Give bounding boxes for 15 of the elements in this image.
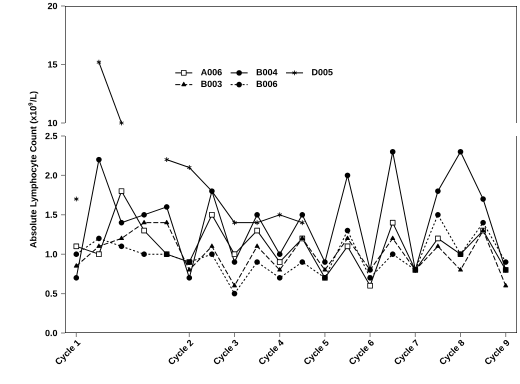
legend-label: D005: [312, 68, 333, 76]
legend-label: B006: [256, 80, 278, 88]
y-tick-label: 10: [48, 120, 58, 126]
y-tick-label: 15: [48, 61, 58, 68]
y-axis-title: Absolute Lymphocyte Count (x10$^{9}$/L): [28, 91, 38, 248]
y-tick-label: 0.5: [45, 290, 58, 297]
y-tick-label: 20: [48, 2, 58, 10]
y-tick-label: 2.0: [45, 172, 58, 179]
y-tick-label: 0.0: [45, 330, 58, 336]
y-tick-label: 1.5: [46, 212, 58, 218]
legend-label: B003: [201, 80, 222, 88]
legend-label: B004: [256, 68, 278, 76]
y-tick-label: 2.5: [45, 132, 58, 140]
y-tick-label: 1.0: [46, 251, 58, 258]
legend-label: A006: [200, 68, 222, 76]
